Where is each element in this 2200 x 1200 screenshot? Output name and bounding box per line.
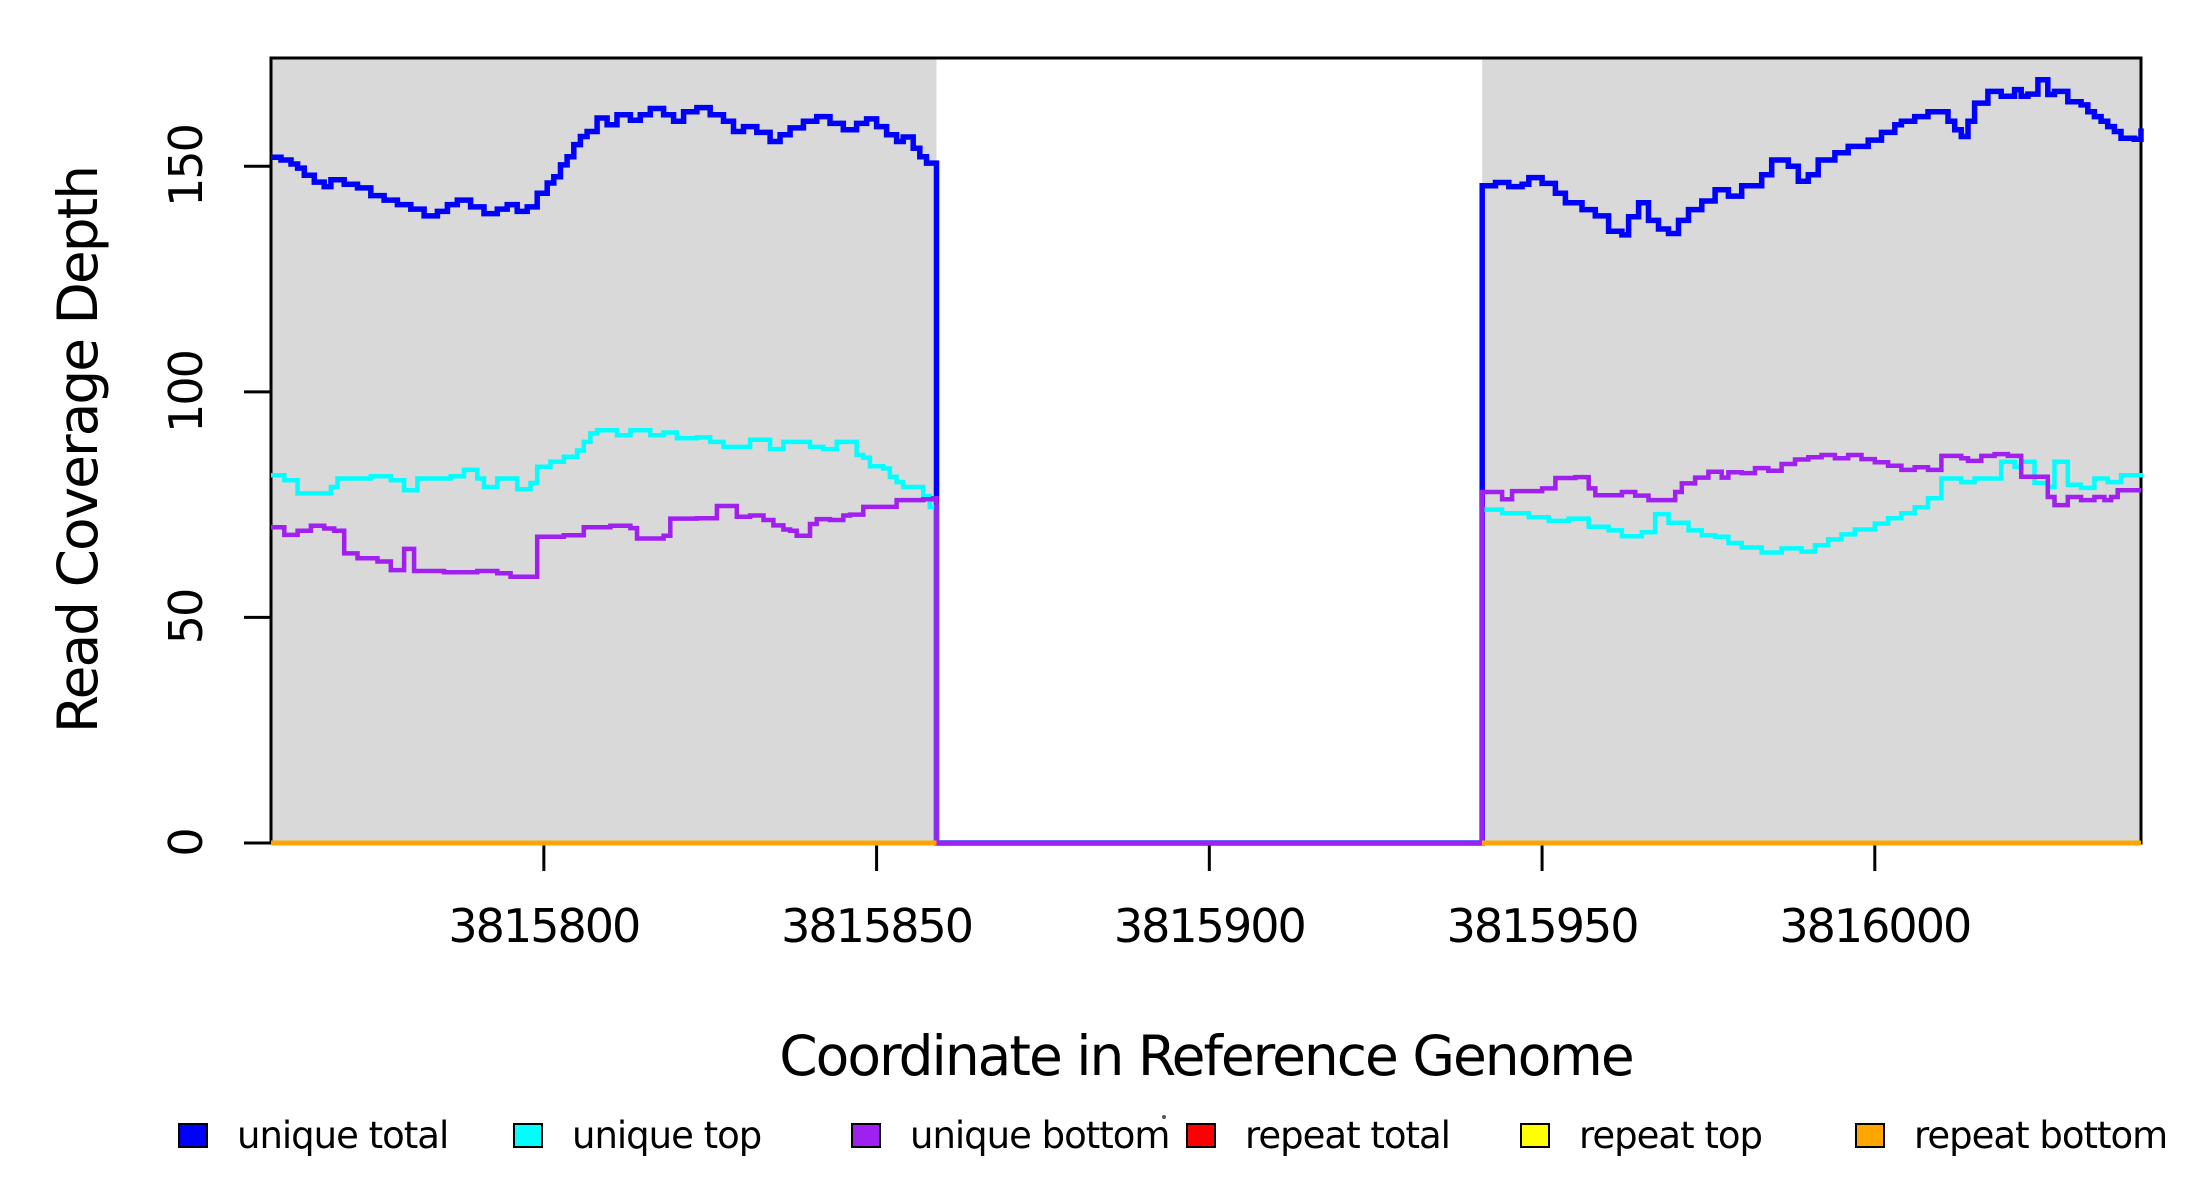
legend-label: unique top — [572, 1113, 762, 1157]
x-tick-label: 3815950 — [1446, 899, 1640, 953]
series-line-unique-bottom — [271, 451, 2141, 846]
legend-swatch-unique-top — [513, 1122, 543, 1148]
legend-label: repeat top — [1579, 1113, 1763, 1157]
mask-band-coverage-region-right — [1482, 58, 2141, 843]
legend-swatch-repeat-total — [1186, 1122, 1216, 1148]
x-axis-title: Coordinate in Reference Genome — [779, 1024, 1634, 1088]
legend-item-unique-top: unique top — [513, 1110, 762, 1160]
legend-swatch-repeat-top — [1520, 1122, 1550, 1148]
x-tick-label: 3815800 — [448, 899, 641, 953]
y-axis-title: Read Coverage Depth — [46, 166, 110, 734]
legend-swatch-unique-bottom — [851, 1122, 881, 1148]
x-tick-label: 3815900 — [1113, 899, 1307, 953]
legend-label: unique bottom — [910, 1113, 1170, 1157]
legend-item-unique-bottom: unique bottom — [851, 1110, 1170, 1160]
x-tick-label: 3816000 — [1779, 899, 1972, 953]
stray-mark — [1162, 1115, 1166, 1119]
series-line-unique-top — [271, 427, 2144, 846]
legend-item-repeat-bottom: repeat bottom — [1855, 1110, 2168, 1160]
y-tick-label: 150 — [159, 125, 213, 208]
legend-item-unique-total: unique total — [178, 1110, 449, 1160]
legend-item-repeat-total: repeat total — [1186, 1110, 1451, 1160]
legend-label: unique total — [237, 1113, 449, 1157]
series-line-unique-total — [271, 76, 2144, 846]
legend-label: repeat bottom — [1914, 1113, 2168, 1157]
legend-item-repeat-top: repeat top — [1520, 1110, 1763, 1160]
x-tick-label: 3815850 — [781, 899, 974, 953]
legend-swatch-repeat-bottom — [1855, 1122, 1885, 1148]
legend-label: repeat total — [1245, 1113, 1451, 1157]
legend-swatch-unique-total — [178, 1122, 208, 1148]
